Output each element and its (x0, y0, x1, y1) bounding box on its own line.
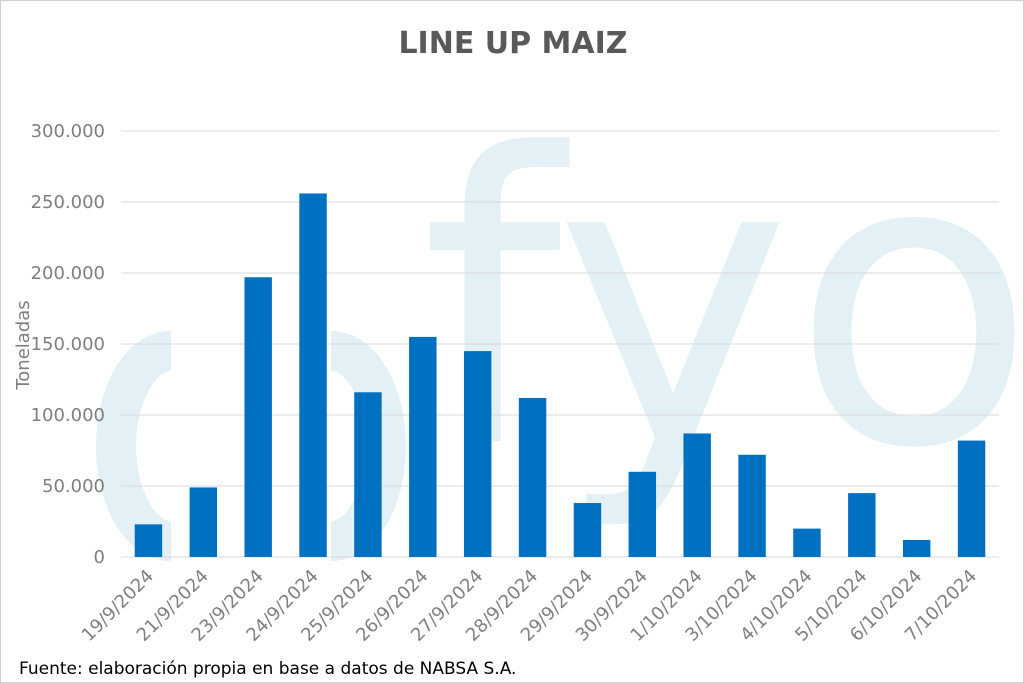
bar (518, 397, 547, 557)
bar (628, 471, 657, 557)
bar (299, 193, 327, 558)
y-axis-label: Toneladas (13, 300, 34, 390)
y-tick-label: 150.000 (31, 334, 105, 355)
watermark-arc (96, 331, 173, 561)
watermark-text: fyo (421, 71, 1023, 536)
y-tick-labels: 0 50.000 100.000 150.000 200.000 250.000 300.0… (31, 121, 105, 568)
bar (793, 528, 821, 557)
source-note: Fuente: elaboración propia en base a dat… (19, 659, 517, 679)
bar (244, 277, 272, 557)
bar (189, 487, 218, 557)
watermark-logo: fyo (96, 71, 1023, 561)
y-tick-label: 50.000 (42, 476, 105, 497)
y-tick-label: 300.000 (31, 121, 105, 142)
x-tick-labels: 19/9/202421/9/202423/9/202424/9/202425/9… (78, 566, 981, 646)
bar (354, 392, 382, 557)
bar (957, 440, 986, 557)
bar (738, 454, 766, 557)
bar (573, 503, 602, 557)
bar (134, 524, 163, 557)
y-tick-label: 100.000 (31, 405, 105, 426)
bar (683, 433, 711, 557)
bar (902, 539, 931, 557)
bars (134, 193, 986, 558)
bar (848, 493, 876, 557)
bar (463, 351, 492, 557)
y-tick-label: 0 (94, 547, 105, 568)
y-tick-label: 200.000 (31, 263, 105, 284)
y-tick-label: 250.000 (31, 192, 105, 213)
bar (409, 336, 437, 557)
chart-title: LINE UP MAIZ (398, 26, 627, 61)
